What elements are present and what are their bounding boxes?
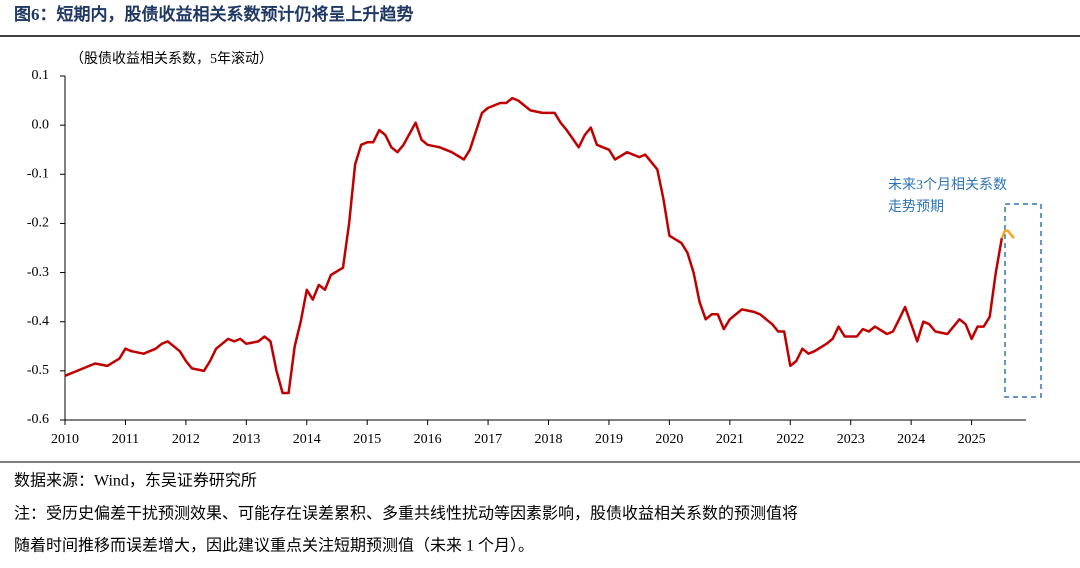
x-tick-label: 2023 (837, 432, 865, 447)
y-tick-label: -0.3 (27, 265, 49, 280)
series-line (1000, 229, 1015, 239)
note: 注：受历史偏差干扰预测效果、可能存在误差累积、多重共线性扰动等因素影响，股债收益… (14, 505, 798, 523)
x-tick-label: 2014 (293, 432, 321, 447)
source: 数据来源：Wind，东吴证券研究所 (14, 472, 257, 490)
y-tick-label: 0.1 (32, 68, 50, 83)
x-tick-label: 2022 (776, 432, 804, 447)
y-tick-label: -0.6 (27, 412, 49, 427)
x-tick-label: 2019 (595, 432, 623, 447)
figure-title: 图6：短期内，股债收益相关系数预计仍将呈上升趋势 (14, 4, 414, 24)
x-tick-label: 2016 (414, 432, 442, 447)
x-tick-label: 2018 (535, 432, 563, 447)
forecast-box (1004, 203, 1042, 398)
y-tick-label: -0.4 (27, 314, 49, 329)
x-tick-label: 2017 (474, 432, 502, 447)
x-tick-label: 2024 (897, 432, 925, 447)
x-tick-label: 2012 (172, 432, 200, 447)
x-tick-label: 2025 (958, 432, 986, 447)
x-tick-label: 2013 (232, 432, 260, 447)
x-tick-label: 2010 (51, 432, 79, 447)
annotation: 未来3个月相关系数 (888, 177, 1007, 193)
y-tick-label: -0.5 (27, 363, 49, 378)
y-tick-label: -0.2 (27, 216, 49, 231)
x-tick-label: 2011 (112, 432, 139, 447)
y-tick-label: 0.0 (32, 117, 50, 132)
x-tick-label: 2020 (655, 432, 683, 447)
annotation: 走势预期 (888, 199, 944, 215)
note: 随着时间推移而误差增大，因此建议重点关注短期预测值（未来 1 个月）。 (14, 537, 534, 555)
y-tick-label: -0.1 (27, 167, 49, 182)
y-axis-label: （股债收益相关系数，5年滚动） (70, 50, 273, 67)
x-tick-label: 2015 (353, 432, 381, 447)
series-line (64, 96, 1004, 395)
x-tick-label: 2021 (716, 432, 744, 447)
